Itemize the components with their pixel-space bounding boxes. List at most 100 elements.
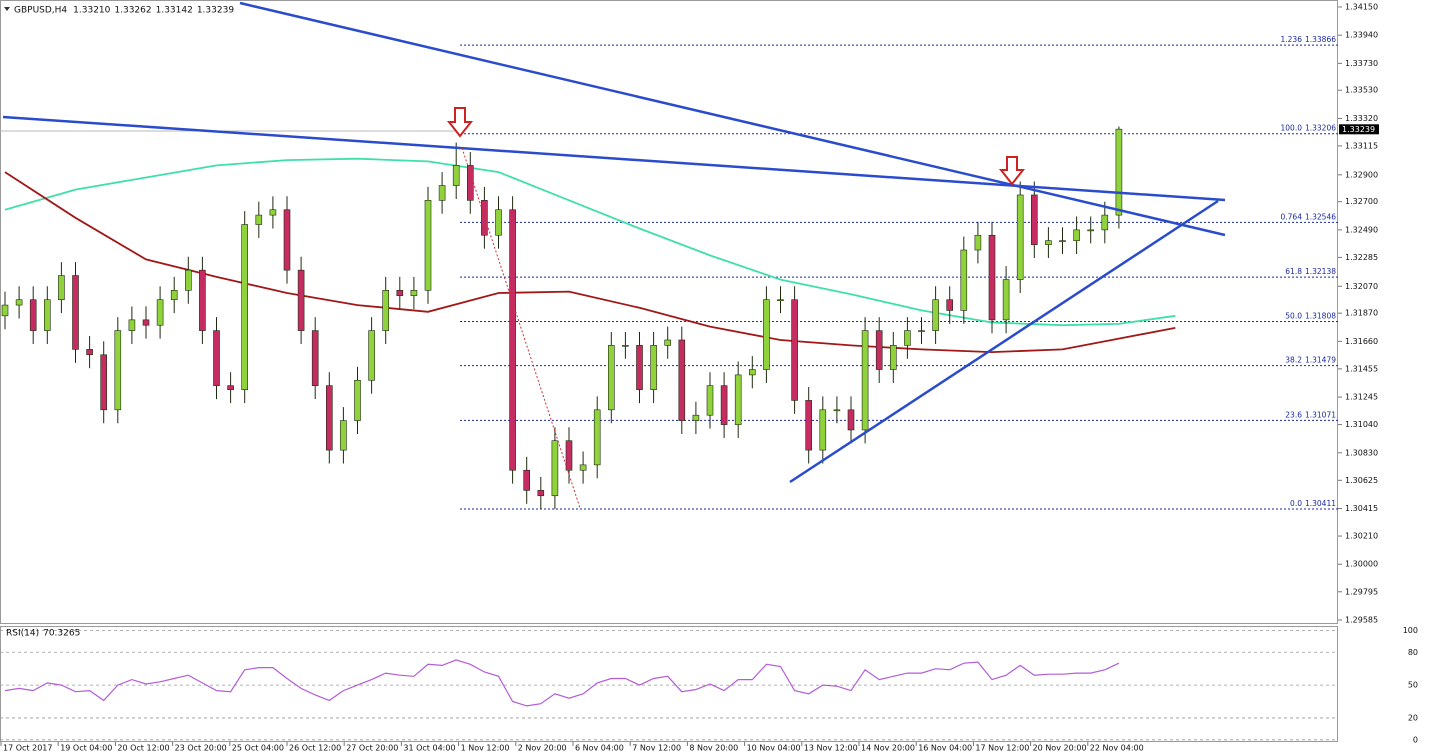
- y-tick-label: 1.31040: [1345, 420, 1378, 429]
- y-tick-label: 100: [1403, 626, 1418, 635]
- rsi-panel: [0, 626, 1338, 742]
- moving-average: [4, 157, 1176, 327]
- candle-body: [1073, 229, 1080, 241]
- candle-body: [156, 299, 164, 326]
- candle-body: [466, 165, 474, 201]
- candle-body: [1, 304, 9, 317]
- y-tick-label: 1.30625: [1345, 476, 1378, 485]
- candle-body: [805, 400, 813, 451]
- y-tick-label: 50: [1408, 681, 1418, 690]
- candle-body: [720, 385, 728, 425]
- candle-body: [1045, 240, 1052, 245]
- candle-body: [227, 385, 234, 390]
- y-tick-label: 1.30000: [1345, 560, 1378, 569]
- y-tick-label: 1.33730: [1345, 59, 1378, 68]
- candle-body: [424, 200, 432, 291]
- fib-ratio: 100.0: [1281, 124, 1303, 133]
- x-tick-label: 27 Oct 20:00: [346, 744, 398, 753]
- candle-body: [847, 409, 855, 431]
- candle-body: [410, 290, 418, 296]
- rsi-title: RSI(14): [6, 629, 39, 639]
- trendline: [789, 199, 1219, 484]
- candle-body: [1016, 194, 1024, 280]
- candle-body: [396, 290, 404, 296]
- candle-body: [114, 330, 122, 411]
- candle-body: [311, 330, 319, 386]
- candle-body: [438, 185, 446, 201]
- y-tick-label: 1.30415: [1345, 504, 1378, 513]
- candle-body: [861, 330, 869, 431]
- candle-body: [791, 299, 798, 401]
- x-tick-label: 26 Oct 12:00: [289, 744, 341, 753]
- candle-body: [1059, 240, 1066, 242]
- fib-ratio: 50.0: [1285, 311, 1302, 320]
- rsi-value: 70.3265: [43, 629, 80, 639]
- candle-body: [537, 490, 545, 497]
- candle-body: [241, 224, 248, 390]
- fib-price: 1.30411: [1305, 499, 1336, 508]
- header-value: 1.33142: [156, 6, 193, 16]
- candle-body: [1101, 214, 1109, 231]
- last-price-label: 1.33239: [1342, 125, 1375, 134]
- candle-body: [833, 409, 841, 412]
- candle-body: [777, 299, 784, 302]
- fib-ratio: 1.236: [1281, 35, 1303, 44]
- candle-body: [43, 299, 51, 331]
- retracement-line: [461, 147, 581, 509]
- x-tick-label: 19 Oct 04:00: [60, 744, 112, 753]
- x-tick-label: 13 Nov 12:00: [804, 744, 858, 753]
- candle-body: [213, 330, 220, 386]
- y-tick-label: 1.32700: [1345, 197, 1378, 206]
- candle-body: [72, 275, 79, 350]
- candle-body: [15, 299, 23, 306]
- y-tick-label: 20: [1408, 713, 1418, 722]
- y-tick-label: 0: [1413, 735, 1418, 744]
- x-tick-label: 14 Nov 20:00: [861, 744, 915, 753]
- candle-body: [128, 319, 136, 331]
- x-tick-label: 20 Nov 20:00: [1033, 744, 1087, 753]
- y-tick-label: 1.31455: [1345, 364, 1378, 373]
- x-tick-label: 6 Nov 04:00: [575, 744, 624, 753]
- candle-body: [650, 345, 657, 390]
- fib-ratio: 38.2: [1285, 356, 1302, 365]
- y-tick-label: 1.33115: [1345, 141, 1378, 150]
- candle-body: [889, 345, 897, 370]
- candle-body: [1031, 194, 1038, 245]
- candle-body: [354, 379, 361, 421]
- candle-body: [932, 299, 939, 331]
- candle-body: [199, 269, 206, 331]
- candle-body: [100, 354, 107, 411]
- y-tick-label: 1.33940: [1345, 31, 1378, 40]
- fib-ratio: 23.6: [1285, 410, 1302, 419]
- candle-body: [29, 299, 37, 331]
- trendline: [2, 115, 1226, 202]
- x-tick-label: 10 Nov 04:00: [747, 744, 801, 753]
- x-tick-label: 22 Nov 04:00: [1090, 744, 1144, 753]
- x-tick-label: 2 Nov 20:00: [518, 744, 567, 753]
- rsi-line: [4, 659, 1120, 707]
- candle-body: [495, 209, 502, 236]
- candle-body: [565, 440, 573, 471]
- x-tick-label: 31 Oct 04:00: [403, 744, 455, 753]
- candle-body: [904, 330, 911, 346]
- candle-body: [960, 249, 968, 311]
- candle-body: [607, 345, 615, 411]
- y-tick-label: 1.33320: [1345, 114, 1378, 123]
- y-tick-label: 1.29795: [1345, 587, 1378, 596]
- y-tick-label: 1.31660: [1345, 337, 1378, 346]
- candle-body: [706, 385, 714, 416]
- candle-body: [974, 234, 982, 251]
- y-tick-label: 1.32900: [1345, 170, 1378, 179]
- header-value: 1.33239: [197, 6, 234, 16]
- candle-body: [58, 275, 65, 301]
- candle-body: [1115, 128, 1123, 216]
- candle-body: [509, 209, 516, 471]
- fib-price: 1.31479: [1305, 356, 1336, 365]
- candle-body: [819, 409, 827, 451]
- candle-body: [1002, 279, 1010, 321]
- candle-body: [255, 214, 263, 225]
- y-tick-label: 1.31245: [1345, 393, 1378, 402]
- y-tick-label: 1.32070: [1345, 282, 1378, 291]
- y-tick-label: 1.31870: [1345, 309, 1378, 318]
